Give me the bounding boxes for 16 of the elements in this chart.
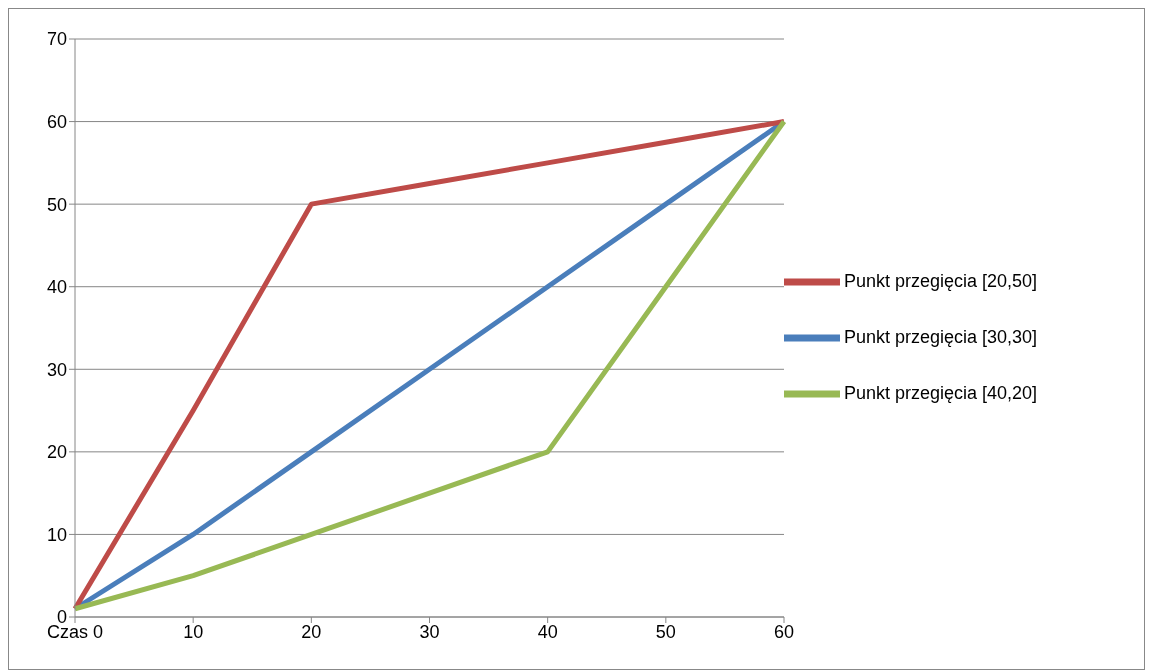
x-tick-label: 50 — [655, 621, 676, 642]
y-tick-label: 60 — [46, 111, 67, 132]
x-tick-label: 60 — [773, 621, 795, 642]
x-tick-label: 20 — [301, 621, 322, 642]
x-tick-label: 30 — [419, 621, 440, 642]
y-tick-label: 30 — [46, 359, 67, 380]
y-tick-label: 70 — [46, 29, 67, 50]
x-tick-label: 40 — [537, 621, 558, 642]
y-tick-label: 50 — [46, 194, 67, 215]
legend-label: Punkt przegięcia [20,50] — [844, 270, 1038, 291]
y-tick-label: 20 — [46, 442, 67, 463]
legend-label: Punkt przegięcia [30,30] — [844, 326, 1038, 347]
y-tick-label: 40 — [46, 277, 67, 298]
legend-label: Punkt przegięcia [40,20] — [844, 382, 1038, 403]
y-tick-label: 10 — [46, 524, 67, 545]
x-tick-label: 10 — [183, 621, 204, 642]
